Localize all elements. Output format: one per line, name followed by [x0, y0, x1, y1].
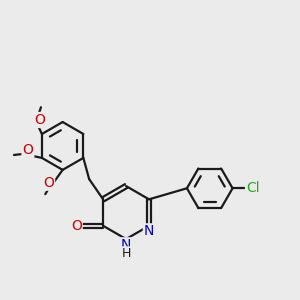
- Text: O: O: [34, 113, 45, 127]
- Text: N: N: [144, 224, 154, 238]
- Text: Cl: Cl: [246, 181, 260, 195]
- Text: O: O: [71, 219, 82, 233]
- Text: N: N: [121, 238, 131, 252]
- Text: H: H: [122, 247, 131, 260]
- Text: O: O: [22, 143, 33, 157]
- Text: O: O: [43, 176, 54, 190]
